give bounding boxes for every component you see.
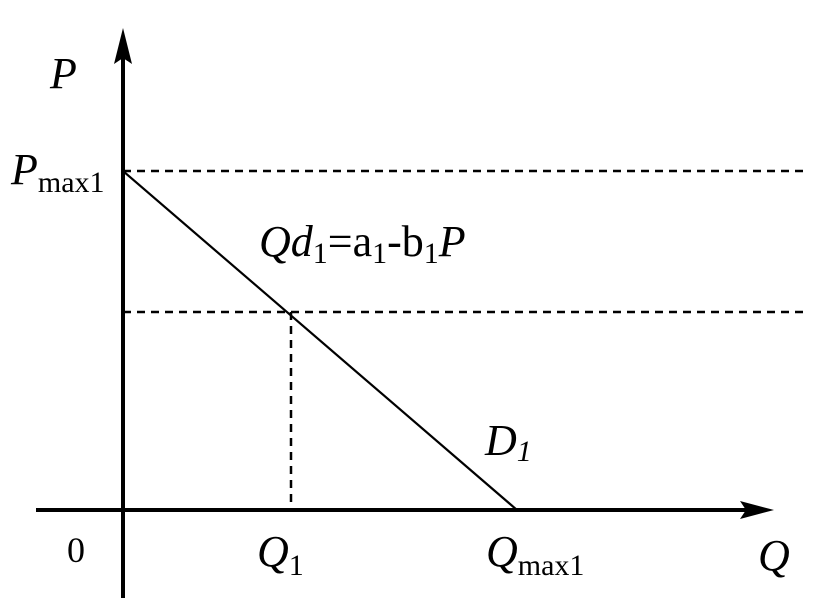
price-max-label: Pmax1 <box>10 145 105 199</box>
equation-sub-3: 1 <box>424 237 439 270</box>
price-max-subscript: max1 <box>38 166 105 199</box>
origin-label: 0 <box>67 530 85 570</box>
x-axis-arrowhead <box>740 501 774 519</box>
equation-minus-b: -b <box>387 217 424 266</box>
x-axis-label: Q <box>758 531 790 580</box>
equation-eq-a: =a <box>328 217 372 266</box>
equation-d: d <box>291 217 314 266</box>
equation-sub-1: 1 <box>313 237 328 270</box>
quantity-point-label: Q1 <box>257 527 304 582</box>
quantity-max-subscript: max1 <box>518 549 585 582</box>
demand-curve-label: D1 <box>484 416 532 468</box>
y-axis-label: P <box>49 49 77 98</box>
equation-p: P <box>438 217 466 266</box>
quantity-max-label: Qmax1 <box>486 527 584 582</box>
y-axis-arrowhead <box>114 28 132 64</box>
equation-q: Q <box>259 217 291 266</box>
price-max-main: P <box>10 145 38 194</box>
demand-equation: Qd1=a1-b1P <box>259 217 466 270</box>
quantity-point-subscript: 1 <box>289 549 304 582</box>
quantity-point-main: Q <box>257 527 289 576</box>
demand-curve-main: D <box>484 416 517 465</box>
quantity-max-main: Q <box>486 527 518 576</box>
demand-line <box>122 170 518 511</box>
demand-curve-subscript: 1 <box>517 435 532 468</box>
equation-sub-2: 1 <box>372 237 387 270</box>
